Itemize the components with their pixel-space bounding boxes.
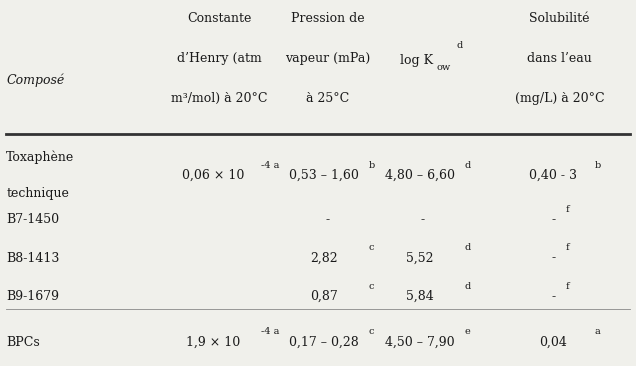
Text: 0,40 - 3: 0,40 - 3 <box>529 169 577 182</box>
Text: log K: log K <box>400 54 433 67</box>
Text: -4 a: -4 a <box>261 161 279 170</box>
Text: Pression de: Pression de <box>291 12 364 25</box>
Text: -: - <box>421 213 425 226</box>
Text: -: - <box>551 290 555 303</box>
Text: Constante: Constante <box>187 12 252 25</box>
Text: 1,9 × 10: 1,9 × 10 <box>186 336 240 349</box>
Text: 5,84: 5,84 <box>406 290 434 303</box>
Text: c: c <box>369 328 375 336</box>
Text: Toxaphène: Toxaphène <box>6 151 74 164</box>
Text: f: f <box>566 205 570 214</box>
Text: 4,50 – 7,90: 4,50 – 7,90 <box>385 336 455 349</box>
Text: 2,82: 2,82 <box>310 251 338 265</box>
Text: 0,17 – 0,28: 0,17 – 0,28 <box>289 336 359 349</box>
Text: B9-1679: B9-1679 <box>6 290 59 303</box>
Text: 5,52: 5,52 <box>406 251 434 265</box>
Text: d: d <box>464 282 471 291</box>
Text: a: a <box>595 328 600 336</box>
Text: f: f <box>566 243 570 252</box>
Text: dans l’eau: dans l’eau <box>527 52 592 65</box>
Text: d: d <box>457 41 463 50</box>
Text: -: - <box>551 251 555 265</box>
Text: vapeur (mPa): vapeur (mPa) <box>285 52 370 65</box>
Text: Composé: Composé <box>6 74 65 87</box>
Text: B7-1450: B7-1450 <box>6 213 60 226</box>
Text: d’Henry (atm: d’Henry (atm <box>177 52 262 65</box>
Text: f: f <box>566 282 570 291</box>
Text: -4 a: -4 a <box>261 328 279 336</box>
Text: d: d <box>464 243 471 252</box>
Text: b: b <box>369 161 375 170</box>
Text: à 25°C: à 25°C <box>306 92 349 105</box>
Text: c: c <box>369 282 375 291</box>
Text: 4,80 – 6,60: 4,80 – 6,60 <box>385 169 455 182</box>
Text: -: - <box>326 213 329 226</box>
Text: 0,87: 0,87 <box>310 290 338 303</box>
Text: 0,06 × 10: 0,06 × 10 <box>182 169 244 182</box>
Text: ow: ow <box>437 63 451 72</box>
Text: d: d <box>464 161 471 170</box>
Text: BPCs: BPCs <box>6 336 40 349</box>
Text: c: c <box>369 243 375 252</box>
Text: 0,53 – 1,60: 0,53 – 1,60 <box>289 169 359 182</box>
Text: B8-1413: B8-1413 <box>6 251 60 265</box>
Text: b: b <box>595 161 601 170</box>
Text: 0,04: 0,04 <box>539 336 567 349</box>
Text: m³/mol) à 20°C: m³/mol) à 20°C <box>171 92 268 105</box>
Text: e: e <box>464 328 470 336</box>
Text: Solubilité: Solubilité <box>529 12 590 25</box>
Text: (mg/L) à 20°C: (mg/L) à 20°C <box>515 92 604 105</box>
Text: -: - <box>551 213 555 226</box>
Text: technique: technique <box>6 187 69 201</box>
